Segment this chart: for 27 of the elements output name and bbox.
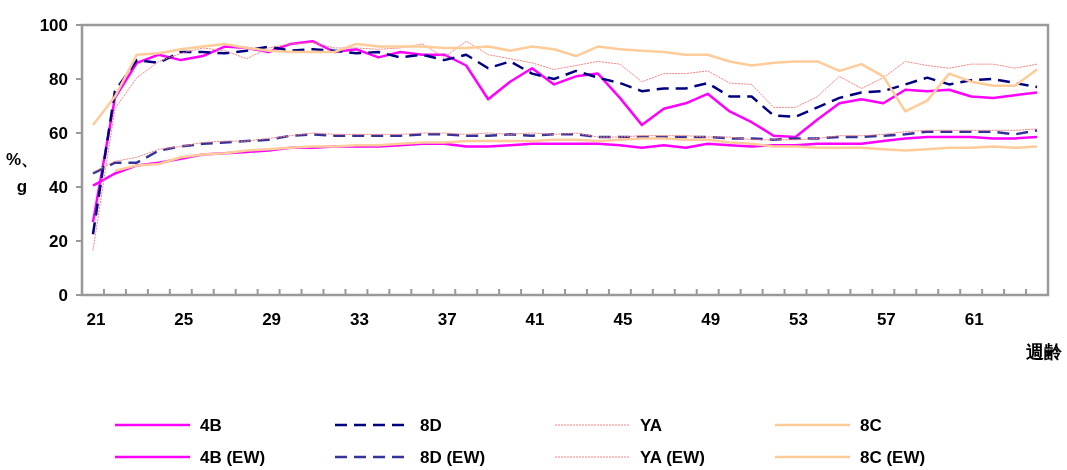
x-tick-label: 29 <box>262 310 282 329</box>
y-tick-label: 60 <box>49 124 68 143</box>
x-tick-label: 57 <box>876 310 896 329</box>
legend-label: YA (EW) <box>640 448 705 467</box>
x-tick-label: 37 <box>437 310 457 329</box>
x-tick-label: 21 <box>86 310 106 329</box>
y-tick-label: 100 <box>39 16 68 35</box>
x-tick-label: 61 <box>964 310 984 329</box>
y-tick-label: 80 <box>49 70 68 89</box>
legend-label: 8D (EW) <box>420 448 486 467</box>
legend-label: 8C (EW) <box>860 448 926 467</box>
legend-label: YA <box>640 416 663 435</box>
y-axis-title: %、 g <box>5 150 39 196</box>
x-tick-label: 33 <box>349 310 369 329</box>
x-tick-label: 45 <box>613 310 633 329</box>
legend-label: 4B <box>200 416 222 435</box>
x-tick-label: 25 <box>174 310 194 329</box>
x-tick-label: 53 <box>789 310 808 329</box>
legend-label: 8C <box>860 416 882 435</box>
y-tick-label: 0 <box>58 286 68 305</box>
x-tick-label: 49 <box>701 310 721 329</box>
x-axis-title: 週齢 <box>1025 342 1063 362</box>
x-tick-label: 41 <box>525 310 545 329</box>
y-tick-label: 20 <box>49 232 68 251</box>
y-tick-label: 40 <box>49 178 68 197</box>
legend-label: 4B (EW) <box>200 448 266 467</box>
legend-label: 8D <box>420 416 442 435</box>
